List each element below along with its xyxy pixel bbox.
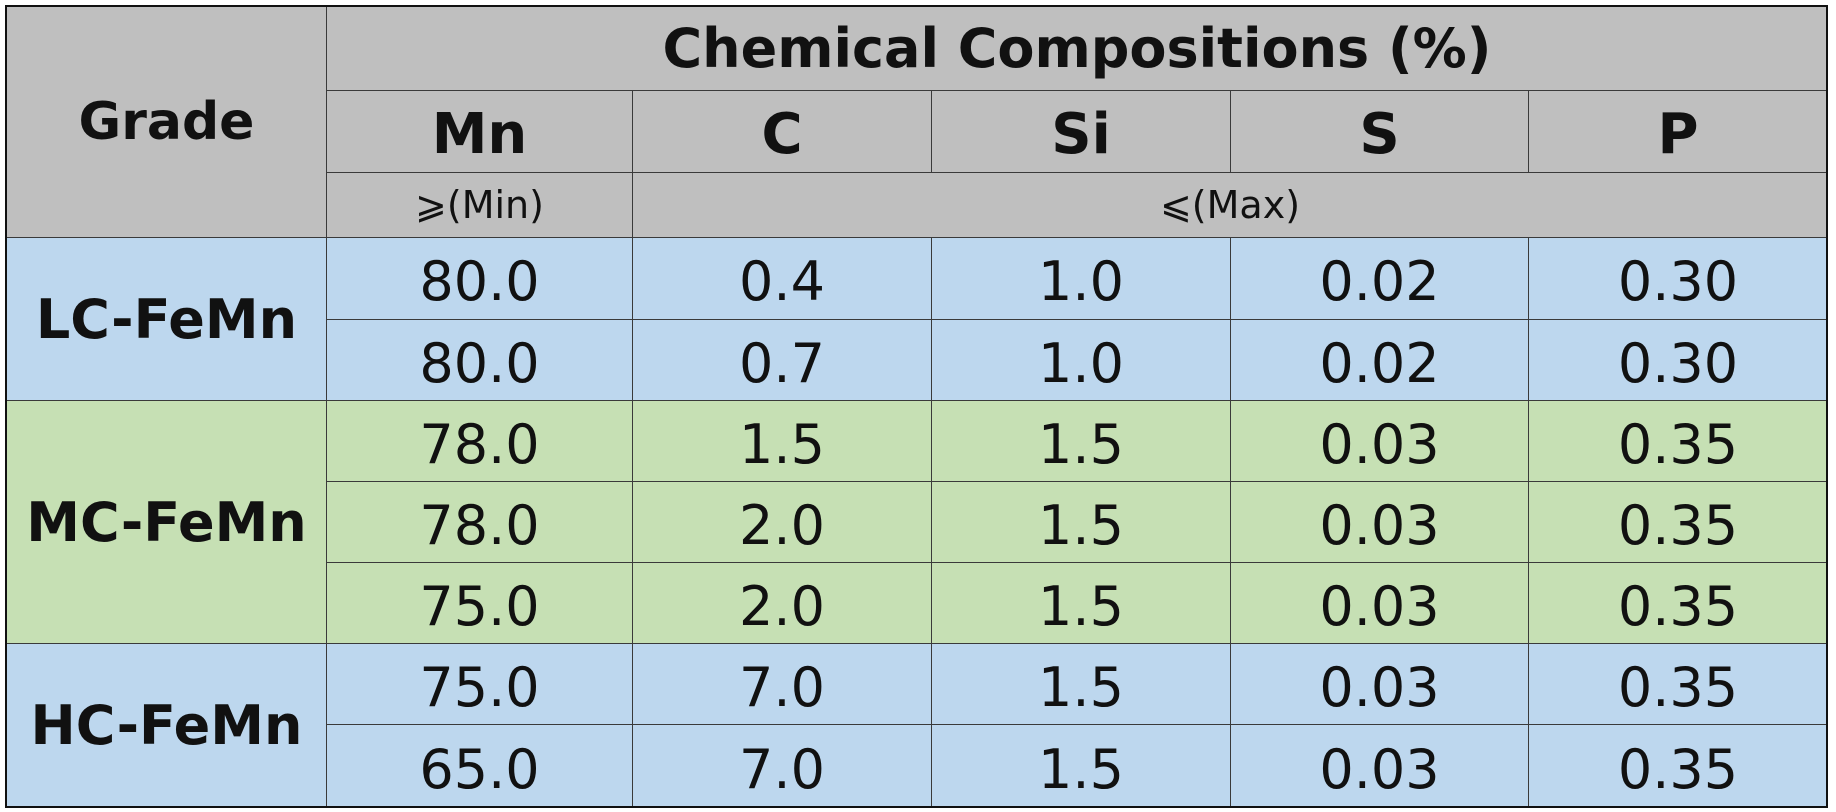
value-cell: 0.35 xyxy=(1528,562,1828,644)
value-cell: 0.02 xyxy=(1230,237,1529,320)
value-cell: 80.0 xyxy=(326,237,633,320)
value-cell: 0.35 xyxy=(1528,724,1828,808)
value-cell: 2.0 xyxy=(632,562,932,644)
value-cell: 0.35 xyxy=(1528,643,1828,725)
value-cell: 7.0 xyxy=(632,724,932,808)
value-cell: 75.0 xyxy=(326,562,633,644)
value-cell: 1.5 xyxy=(632,400,932,482)
value-cell: 75.0 xyxy=(326,643,633,725)
value-cell: 0.03 xyxy=(1230,562,1529,644)
value-cell: 1.5 xyxy=(931,562,1231,644)
value-cell: 1.5 xyxy=(931,400,1231,482)
column-header: C xyxy=(632,90,932,173)
value-cell: 65.0 xyxy=(326,724,633,808)
value-cell: 0.02 xyxy=(1230,319,1529,401)
value-cell: 0.7 xyxy=(632,319,932,401)
value-cell: 7.0 xyxy=(632,643,932,725)
column-header: P xyxy=(1528,90,1828,173)
value-cell: 1.5 xyxy=(931,481,1231,563)
min-label: ⩾(Min) xyxy=(326,172,633,238)
value-cell: 0.30 xyxy=(1528,319,1828,401)
grade-header: Grade xyxy=(6,6,327,238)
value-cell: 0.03 xyxy=(1230,724,1529,808)
value-cell: 1.0 xyxy=(931,319,1231,401)
value-cell: 0.03 xyxy=(1230,481,1529,563)
column-header: Mn xyxy=(326,90,633,173)
value-cell: 78.0 xyxy=(326,400,633,482)
value-cell: 78.0 xyxy=(326,481,633,563)
max-label: ⩽(Max) xyxy=(632,172,1828,238)
value-cell: 0.03 xyxy=(1230,400,1529,482)
value-cell: 0.35 xyxy=(1528,481,1828,563)
value-cell: 1.5 xyxy=(931,724,1231,808)
value-cell: 1.0 xyxy=(931,237,1231,320)
grade-label: MC-FeMn xyxy=(6,400,327,644)
column-header: S xyxy=(1230,90,1529,173)
column-header: Si xyxy=(931,90,1231,173)
value-cell: 80.0 xyxy=(326,319,633,401)
value-cell: 0.30 xyxy=(1528,237,1828,320)
table-title: Chemical Compositions (%) xyxy=(326,6,1828,91)
value-cell: 0.03 xyxy=(1230,643,1529,725)
value-cell: 0.35 xyxy=(1528,400,1828,482)
grade-label: HC-FeMn xyxy=(6,643,327,808)
value-cell: 0.4 xyxy=(632,237,932,320)
value-cell: 2.0 xyxy=(632,481,932,563)
value-cell: 1.5 xyxy=(931,643,1231,725)
grade-label: LC-FeMn xyxy=(6,237,327,401)
